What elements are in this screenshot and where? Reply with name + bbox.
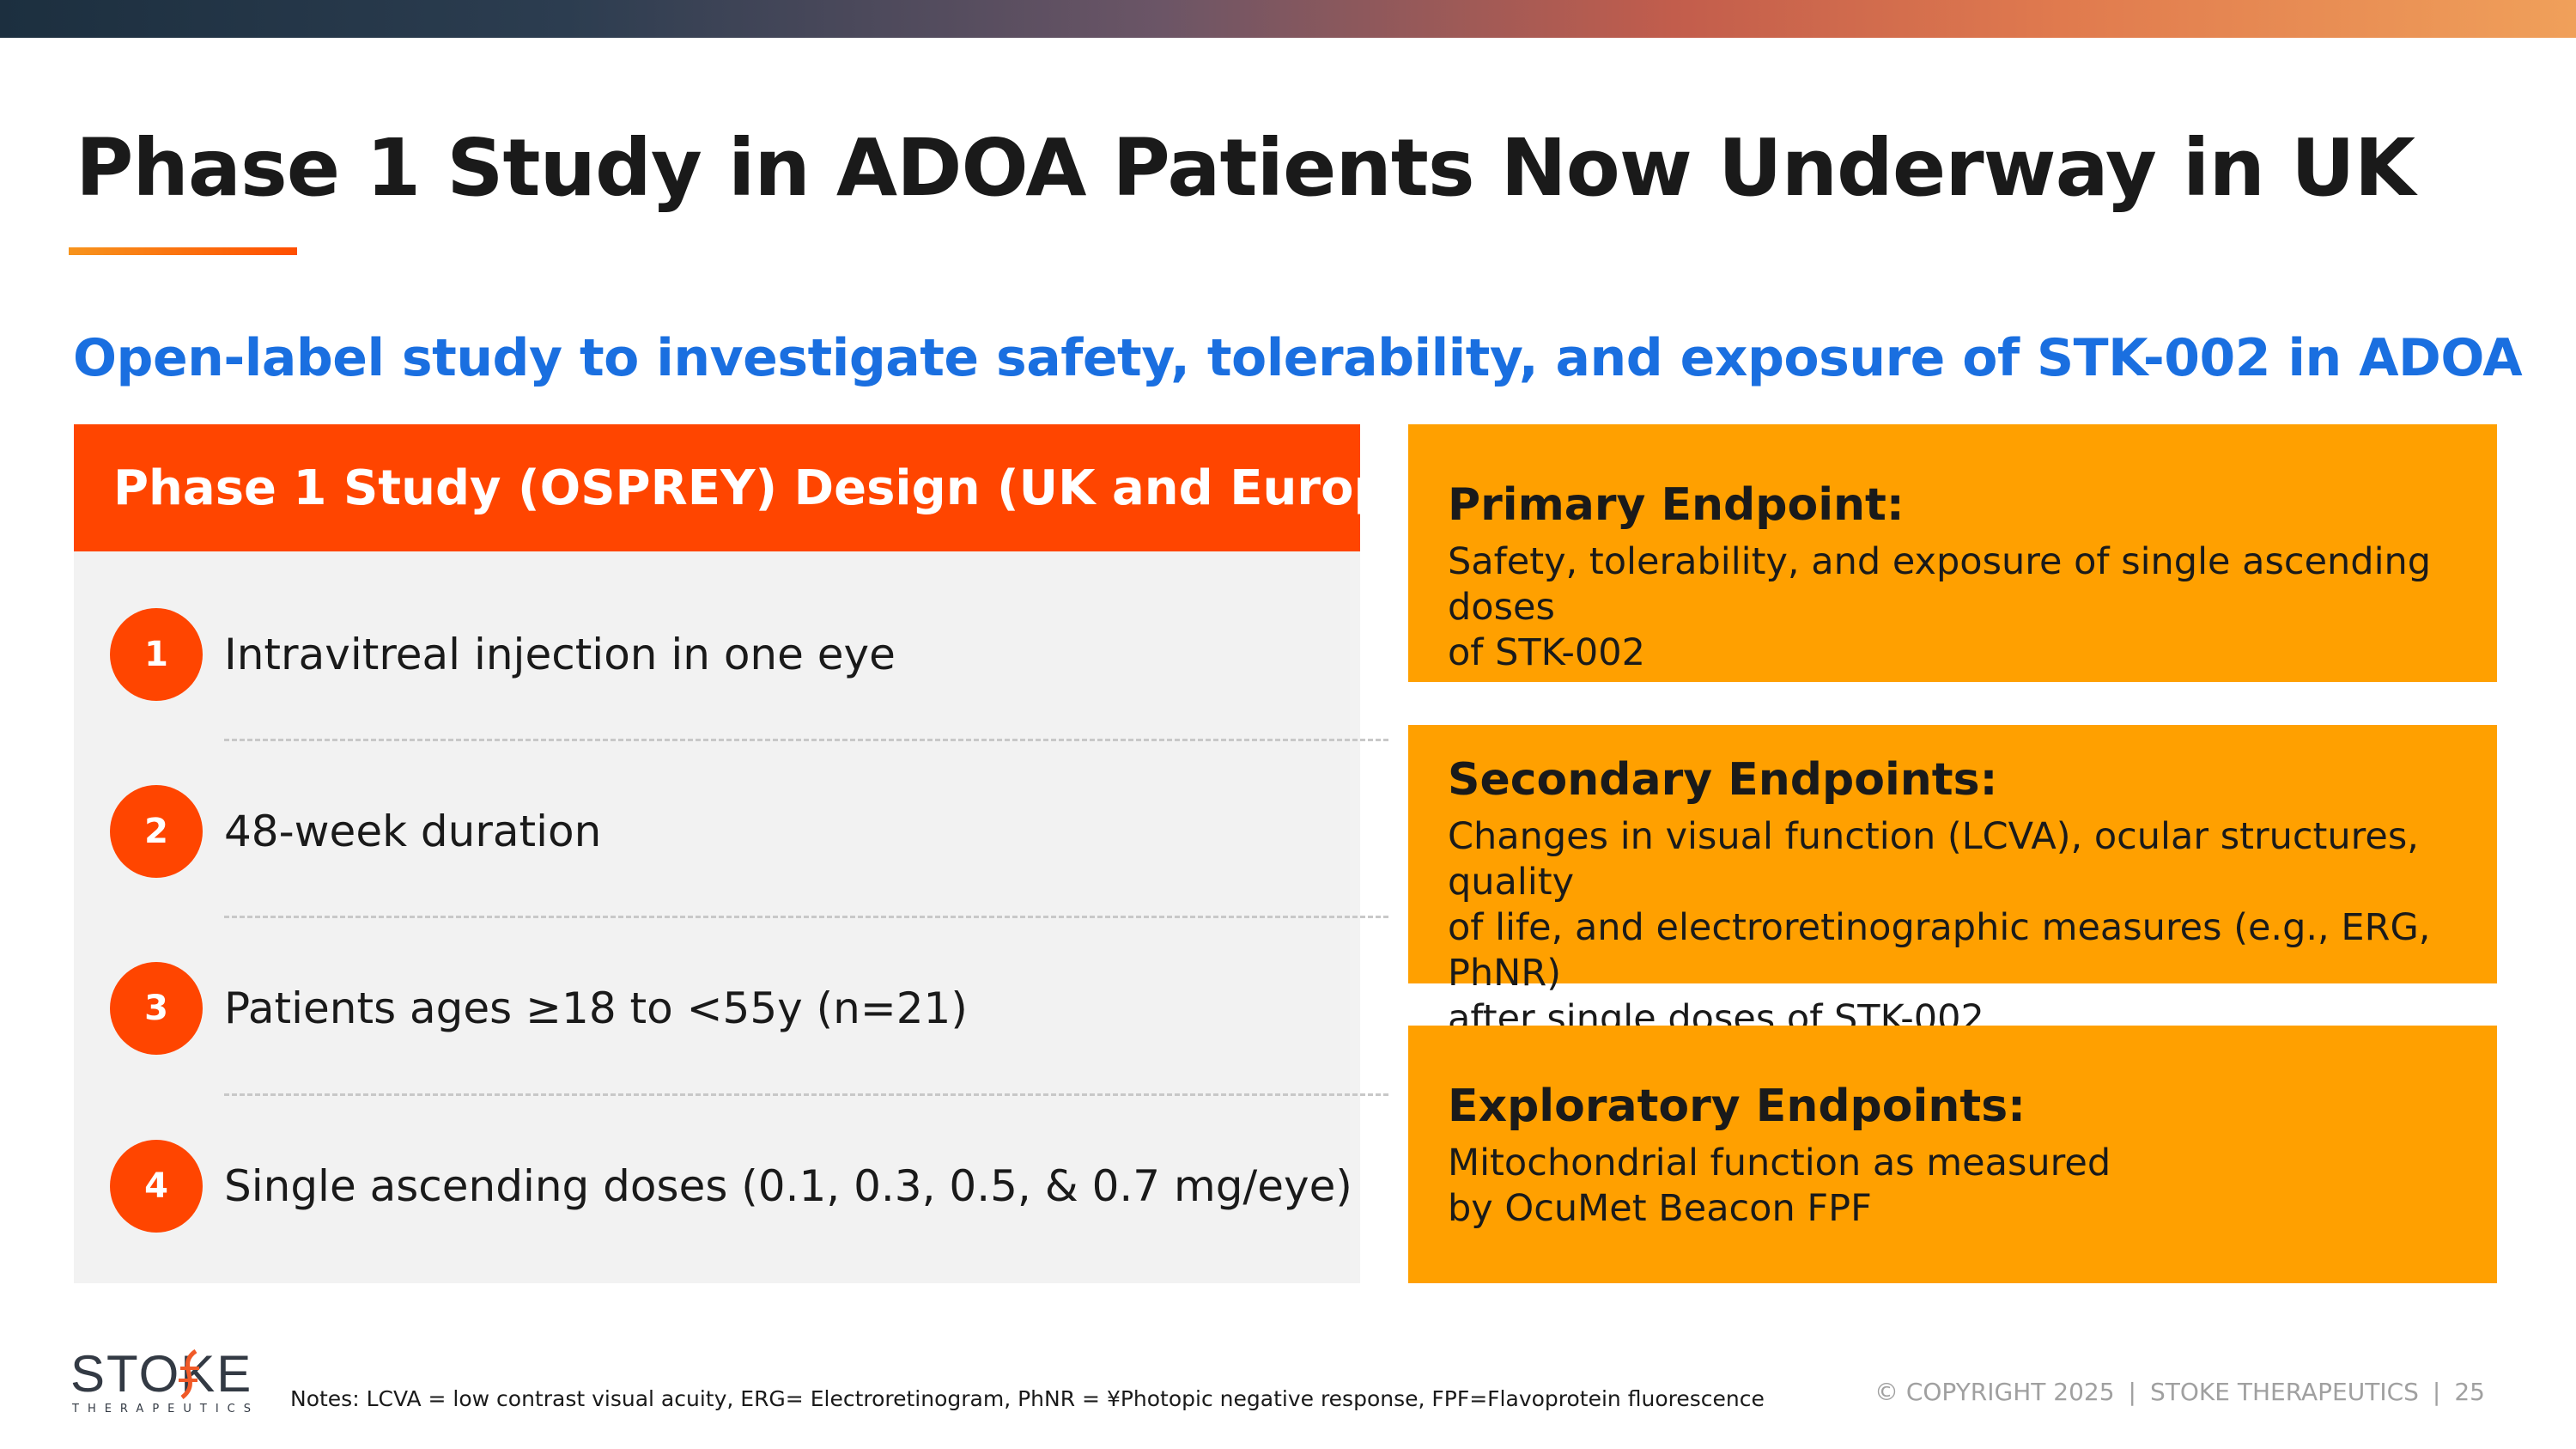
step-text: Patients ages ≥18 to <55y (n=21) [224,983,968,1033]
dna-helix-icon [179,1349,199,1399]
primary-endpoint-title: Primary Endpoint: [1448,479,1905,531]
exploratory-endpoints-box: Exploratory Endpoints: Mitochondrial fun… [1408,1026,2497,1283]
study-design-header-text: Phase 1 Study (OSPREY) Design (UK and Eu… [113,460,1443,516]
study-design-header: Phase 1 Study (OSPREY) Design (UK and Eu… [74,424,1443,551]
exploratory-endpoint-line: Mitochondrial function as measured [1448,1142,2111,1184]
design-step-3: 3 Patients ages ≥18 to <55y (n=21) [74,961,1360,1056]
exploratory-endpoints-text: Mitochondrial function as measured by Oc… [1448,1141,2463,1232]
primary-endpoint-line: Safety, tolerability, and exposure of si… [1448,540,2432,629]
logo-wordmark: STOKE [70,1345,253,1403]
step-divider [224,739,1388,741]
primary-endpoint-text: Safety, tolerability, and exposure of si… [1448,539,2463,676]
exploratory-endpoints-title: Exploratory Endpoints: [1448,1081,2026,1132]
step-text: Single ascending doses (0.1, 0.3, 0.5, &… [224,1161,1352,1211]
company-name: STOKE THERAPEUTICS [2149,1378,2419,1406]
page-title: Phase 1 Study in ADOA Patients Now Under… [76,122,2415,214]
secondary-endpoints-text: Changes in visual function (LCVA), ocula… [1448,814,2463,1042]
step-number-badge: 3 [110,962,203,1055]
logo-tagline: THERAPEUTICS [72,1403,260,1416]
design-step-2: 2 48-week duration [74,784,1360,879]
primary-endpoint-box: Primary Endpoint: Safety, tolerability, … [1408,424,2497,682]
footnote: Notes: LCVA = low contrast visual acuity… [290,1386,1765,1411]
step-number-badge: 2 [110,785,203,878]
primary-endpoint-line: of STK-002 [1448,631,1645,674]
step-text: Intravitreal injection in one eye [224,630,896,679]
step-divider [224,1093,1388,1096]
copyright-text: © COPYRIGHT 2025 [1874,1378,2115,1406]
design-step-4: 4 Single ascending doses (0.1, 0.3, 0.5,… [74,1139,1360,1233]
top-gradient-bar [0,0,2576,38]
study-design-panel: Phase 1 Study (OSPREY) Design (UK and Eu… [74,424,1443,1283]
slide-subtitle: Open-label study to investigate safety, … [73,328,2523,388]
secondary-endpoints-title: Secondary Endpoints: [1448,754,1998,806]
secondary-endpoint-line: of life, and electroretinographic measur… [1448,906,2431,995]
exploratory-endpoint-line: by OcuMet Beacon FPF [1448,1187,1872,1230]
secondary-endpoints-box: Secondary Endpoints: Changes in visual f… [1408,725,2497,1040]
copyright-footer: © COPYRIGHT 2025 | STOKE THERAPEUTICS | 25 [1874,1378,2485,1406]
title-underline [69,247,297,255]
step-divider [224,916,1388,918]
stoke-logo: STOKE THERAPEUTICS [70,1344,259,1422]
design-step-1: 1 Intravitreal injection in one eye [74,607,1360,702]
step-number-badge: 4 [110,1140,203,1233]
secondary-endpoint-line: Changes in visual function (LCVA), ocula… [1448,815,2419,904]
step-text: 48-week duration [224,807,602,856]
page-number: 25 [2454,1378,2485,1406]
step-number-badge: 1 [110,608,203,701]
